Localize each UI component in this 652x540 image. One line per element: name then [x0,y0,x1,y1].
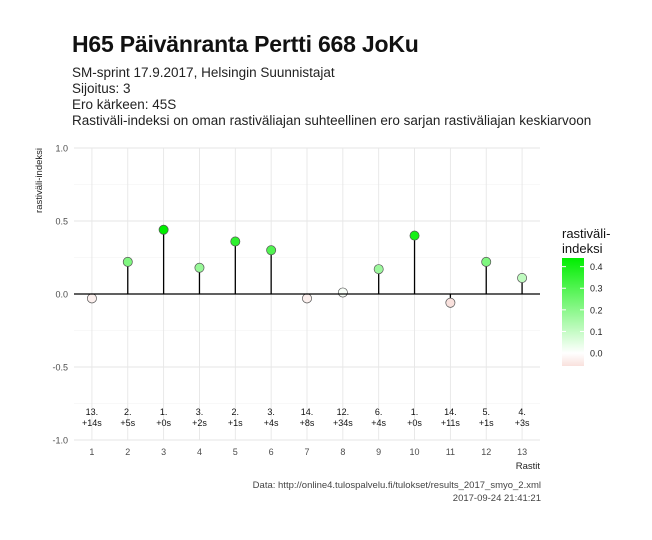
data-point [122,256,133,267]
rank-label: 2. [232,407,240,417]
data-point [445,297,456,308]
data-point [337,287,348,298]
subtitle-line-3: Ero kärkeen: 45S [72,97,177,112]
data-point [86,293,97,304]
rank-label: 5. [482,407,490,417]
legend-tick-label: 0.4 [590,262,603,272]
y-tick-label: 0.5 [55,217,68,227]
x-tick-label: 10 [410,447,420,457]
legend-tick-label: 0.1 [590,327,603,337]
x-tick-label: 1 [89,447,94,457]
data-point [517,272,528,283]
x-tick-label: 5 [233,447,238,457]
gap-label: +2s [192,418,207,428]
axes: -1.0-0.50.00.51.01 2 3 4 5 6 7 8 9 10 11 12 13Rastit… [34,144,540,473]
rank-label: 6. [375,407,383,417]
timestamp-caption: 2017-09-24 21:41:21 [452,493,541,504]
gap-label: +11s [441,418,461,428]
x-tick-label: 7 [304,447,309,457]
x-tick-label: 4 [197,447,202,457]
gap-label: +34s [333,418,353,428]
rank-label: 14. [444,407,457,417]
y-tick-label: -0.5 [52,363,68,373]
legend-tick-label: 0.3 [590,284,603,294]
y-tick-label: 0.0 [55,290,68,300]
legend-title-line1: rastiväli- [562,226,610,241]
data-point [158,224,169,235]
x-tick-label: 11 [446,447,455,457]
rank-label: 12. [337,407,350,417]
x-tick-label: 3 [161,447,166,457]
gap-label: +3s [515,418,530,428]
grid [74,147,540,441]
gap-label: +14s [82,418,102,428]
rank-label: 3. [267,407,275,417]
subtitle-line-4: Rastiväli-indeksi on oman rastiväliajan … [72,113,592,128]
x-axis-title: Rastit [516,461,541,472]
rank-label: 2. [124,407,132,417]
legend-title-line2: indeksi [562,241,603,256]
rank-label: 14. [301,407,314,417]
gap-label: +8s [300,418,315,428]
y-tick-label: 1.0 [55,144,68,154]
subtitle-line-2: Sijoitus: 3 [72,81,131,96]
legend-tick-label: 0.0 [590,349,603,359]
point-labels: 13.+14s2.+5s1.+0s3.+2s2.+1s3.+4s14.+8s12… [82,407,530,428]
y-tick-label: -1.0 [52,436,68,446]
data-point [373,264,384,275]
gap-label: +1s [228,418,243,428]
y-axis-title: rastiväli-indeksi [34,148,45,213]
data-point [409,230,420,241]
x-tick-label: 13 [517,447,527,457]
legend: rastiväli-indeksi 0.0 0.1 0.2 0.3 0.4 [562,226,610,366]
data-point [302,293,312,304]
legend-colorbar [562,258,584,366]
rank-label: 13. [86,407,99,417]
rank-label: 4. [518,407,526,417]
rank-label: 1. [160,407,168,417]
x-tick-label: 8 [340,447,345,457]
chart-title: H65 Päivänranta Pertti 668 JoKu [72,31,419,57]
gap-label: +4s [264,418,279,428]
gap-label: +0s [156,418,171,428]
data-point [481,256,492,267]
legend-tick-label: 0.2 [590,305,603,315]
gap-label: +4s [371,418,386,428]
data-point [194,262,205,273]
data-point [230,236,241,247]
source-caption: Data: http://online4.tulospalvelu.fi/tul… [252,480,541,491]
x-tick-label: 9 [376,447,381,457]
points [86,224,528,308]
gap-label: +0s [407,418,422,428]
gap-label: +1s [479,418,494,428]
subtitle-line-1: SM-sprint 17.9.2017, Helsingin Suunnista… [72,65,335,80]
rank-label: 1. [411,407,419,417]
x-tick-label: 12 [481,447,491,457]
x-tick-label: 6 [269,447,274,457]
x-tick-label: 2 [125,447,130,457]
rank-label: 3. [196,407,204,417]
gap-label: +5s [120,418,135,428]
data-point [266,245,277,256]
